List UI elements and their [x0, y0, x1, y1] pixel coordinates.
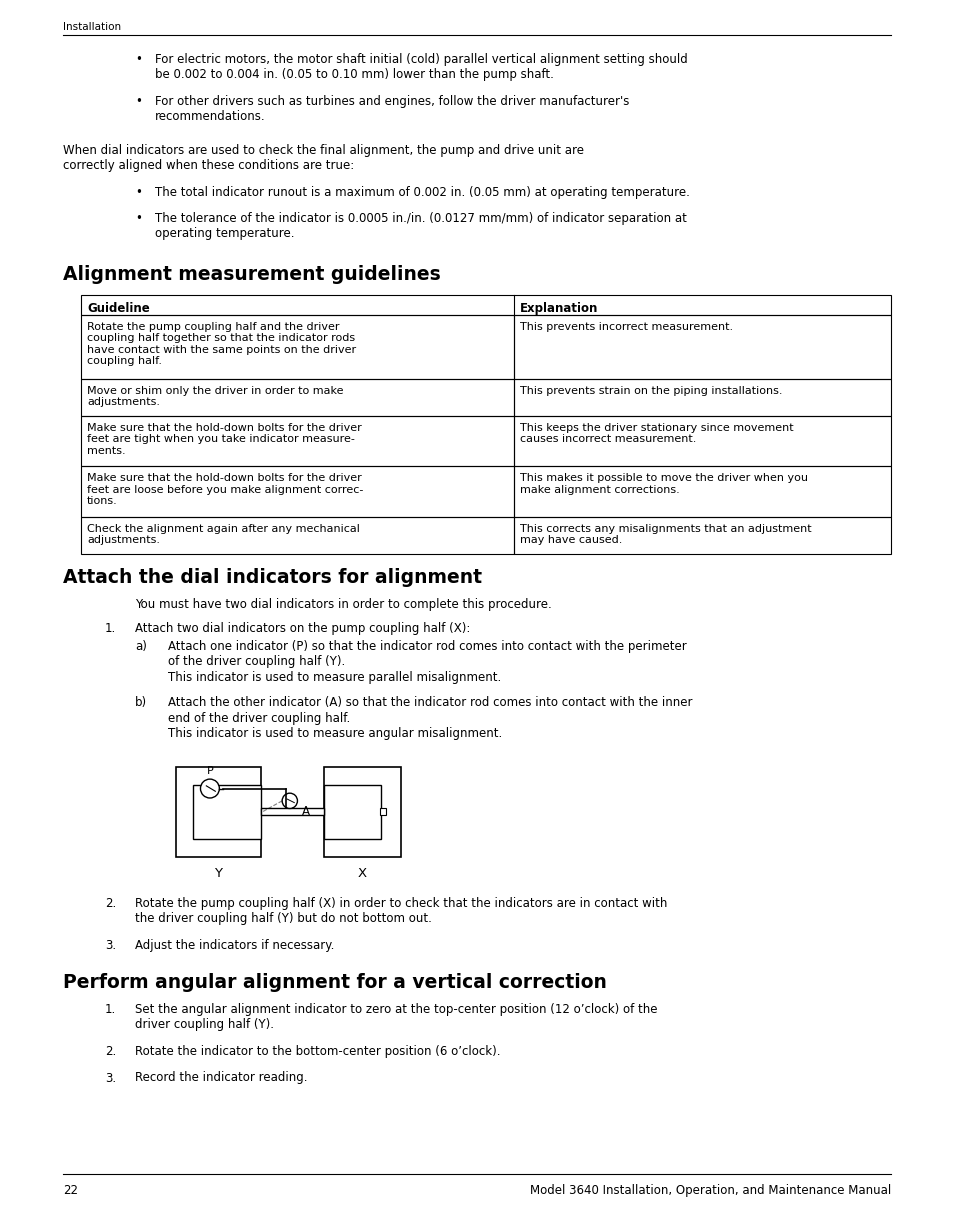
Bar — [514, 314, 890, 378]
Bar — [261, 809, 324, 815]
Bar — [324, 784, 380, 838]
Text: b): b) — [135, 696, 147, 709]
Text: Y: Y — [214, 866, 222, 880]
Text: This corrects any misalignments that an adjustment
may have caused.: This corrects any misalignments that an … — [519, 524, 811, 545]
Text: Explanation: Explanation — [519, 302, 598, 314]
Bar — [81, 517, 514, 553]
Bar — [514, 416, 890, 466]
Text: Attach the other indicator (A) so that the indicator rod comes into contact with: Attach the other indicator (A) so that t… — [168, 696, 692, 709]
Bar — [175, 767, 261, 856]
Text: Model 3640 Installation, Operation, and Maintenance Manual: Model 3640 Installation, Operation, and … — [529, 1184, 890, 1198]
Text: •: • — [135, 53, 142, 66]
Circle shape — [200, 779, 219, 798]
Bar — [81, 378, 514, 416]
Text: Attach two dial indicators on the pump coupling half (X):: Attach two dial indicators on the pump c… — [135, 622, 470, 636]
Text: •: • — [135, 187, 142, 199]
Text: 2.: 2. — [105, 897, 116, 909]
Bar — [81, 416, 514, 466]
Text: end of the driver coupling half.: end of the driver coupling half. — [168, 712, 350, 724]
Text: Record the indicator reading.: Record the indicator reading. — [135, 1071, 307, 1085]
Text: Make sure that the hold-down bolts for the driver
feet are loose before you make: Make sure that the hold-down bolts for t… — [87, 472, 363, 507]
Text: Check the alignment again after any mechanical
adjustments.: Check the alignment again after any mech… — [87, 524, 359, 545]
Text: Installation: Installation — [63, 22, 121, 32]
Text: X: X — [357, 866, 366, 880]
Text: Rotate the indicator to the bottom-center position (6 o’clock).: Rotate the indicator to the bottom-cente… — [135, 1045, 500, 1058]
Text: Perform angular alignment for a vertical correction: Perform angular alignment for a vertical… — [63, 973, 606, 991]
Text: Rotate the pump coupling half (X) in order to check that the indicators are in c: Rotate the pump coupling half (X) in ord… — [135, 897, 667, 924]
Text: The total indicator runout is a maximum of 0.002 in. (0.05 mm) at operating temp: The total indicator runout is a maximum … — [154, 187, 689, 199]
Text: 3.: 3. — [105, 1071, 116, 1085]
Text: 3.: 3. — [105, 939, 116, 951]
Text: •: • — [135, 94, 142, 108]
Text: Rotate the pump coupling half and the driver
coupling half together so that the : Rotate the pump coupling half and the dr… — [87, 321, 355, 367]
Text: This prevents incorrect measurement.: This prevents incorrect measurement. — [519, 321, 733, 331]
Text: A: A — [301, 805, 309, 818]
Text: You must have two dial indicators in order to complete this procedure.: You must have two dial indicators in ord… — [135, 598, 551, 611]
Bar — [379, 807, 386, 815]
Circle shape — [282, 793, 297, 809]
Bar — [514, 378, 890, 416]
Text: P: P — [207, 766, 213, 777]
Text: For other drivers such as turbines and engines, follow the driver manufacturer's: For other drivers such as turbines and e… — [154, 94, 629, 123]
Bar — [324, 767, 400, 856]
Text: 1.: 1. — [105, 622, 116, 636]
Text: This keeps the driver stationary since movement
causes incorrect measurement.: This keeps the driver stationary since m… — [519, 422, 793, 444]
Bar — [81, 314, 514, 378]
Text: 1.: 1. — [105, 1002, 116, 1016]
Bar — [81, 466, 514, 517]
Text: When dial indicators are used to check the final alignment, the pump and drive u: When dial indicators are used to check t… — [63, 144, 583, 172]
Text: This prevents strain on the piping installations.: This prevents strain on the piping insta… — [519, 385, 782, 395]
Text: Set the angular alignment indicator to zero at the top-center position (12 o’clo: Set the angular alignment indicator to z… — [135, 1002, 657, 1031]
Text: Attach the dial indicators for alignment: Attach the dial indicators for alignment — [63, 568, 481, 587]
Text: Make sure that the hold-down bolts for the driver
feet are tight when you take i: Make sure that the hold-down bolts for t… — [87, 422, 361, 455]
Bar — [514, 466, 890, 517]
Text: This indicator is used to measure parallel misalignment.: This indicator is used to measure parall… — [168, 670, 500, 683]
Text: This indicator is used to measure angular misalignment.: This indicator is used to measure angula… — [168, 728, 501, 740]
Bar — [514, 517, 890, 553]
Bar — [193, 784, 261, 838]
Text: 2.: 2. — [105, 1045, 116, 1058]
Text: The tolerance of the indicator is 0.0005 in./in. (0.0127 mm/mm) of indicator sep: The tolerance of the indicator is 0.0005… — [154, 211, 686, 239]
Text: This makes it possible to move the driver when you
make alignment corrections.: This makes it possible to move the drive… — [519, 472, 807, 494]
Bar — [81, 294, 890, 314]
Text: Guideline: Guideline — [87, 302, 150, 314]
Text: Move or shim only the driver in order to make
adjustments.: Move or shim only the driver in order to… — [87, 385, 343, 407]
Text: •: • — [135, 211, 142, 225]
Text: Adjust the indicators if necessary.: Adjust the indicators if necessary. — [135, 939, 334, 951]
Text: Attach one indicator (P) so that the indicator rod comes into contact with the p: Attach one indicator (P) so that the ind… — [168, 639, 686, 653]
Text: Alignment measurement guidelines: Alignment measurement guidelines — [63, 265, 440, 283]
Text: For electric motors, the motor shaft initial (cold) parallel vertical alignment : For electric motors, the motor shaft ini… — [154, 53, 687, 81]
Text: of the driver coupling half (Y).: of the driver coupling half (Y). — [168, 655, 345, 667]
Text: a): a) — [135, 639, 147, 653]
Text: 22: 22 — [63, 1184, 78, 1198]
